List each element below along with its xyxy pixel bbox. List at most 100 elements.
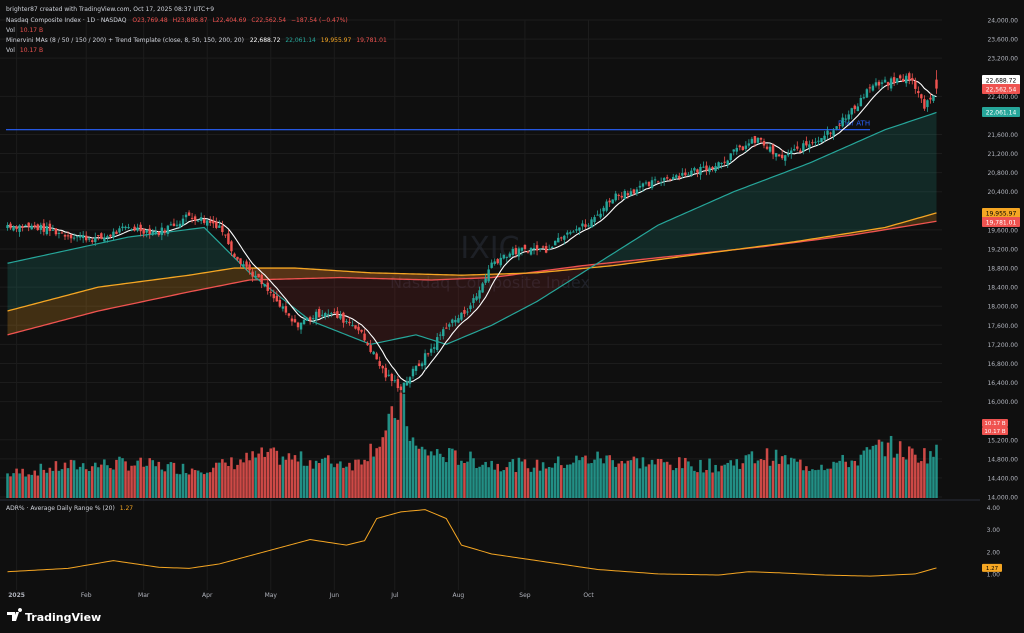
candle-body [572,231,575,233]
candle-body [245,261,248,267]
candle-body [81,235,85,239]
candle-body [490,262,493,268]
volume-bar [420,446,424,498]
volume-bar [853,460,857,498]
candle-body [91,240,94,242]
volume-bar [617,463,621,498]
candle-body [747,143,751,146]
candle-body [738,145,742,148]
volume-bar [181,463,185,498]
volume-bar [641,457,645,498]
candle-body [508,253,512,257]
candle-body [914,80,917,89]
candle-body [544,246,548,253]
candle-body [463,309,466,314]
volume-bar [233,469,236,498]
candle-body [308,317,312,321]
volume-bar [175,473,179,498]
volume-bar [127,470,130,498]
candle-body [714,166,717,172]
volume-bar [84,469,88,498]
volume-bar [575,455,578,498]
candle-body [626,193,630,196]
volume-bar [789,457,793,498]
candle-body [908,73,911,81]
volume-bar [717,471,720,498]
candle-body [30,225,33,230]
volume-bar [157,461,161,498]
volume-bar [9,476,12,498]
candle-body [647,181,651,187]
volume-bar [780,456,784,498]
volume-bar [932,456,935,498]
candle-body [526,250,530,253]
volume-bar [106,465,109,498]
tradingview-logo[interactable]: TradingView [7,608,101,624]
candle-body [641,183,645,187]
candle-body [805,141,808,146]
volume-bar [671,470,675,498]
volume-bar [832,461,835,498]
volume-badge-label: 10.17 B [984,421,1005,427]
volume-bar [883,456,887,498]
volume-bar [154,466,158,498]
volume-bar [317,463,321,498]
candle-body [408,377,412,384]
candle-body [783,155,787,161]
volume-bar [466,461,469,498]
volume-bar [260,447,263,498]
ma150-200-fill [7,268,525,335]
volume-bar [124,461,127,498]
volume-bar [874,444,878,498]
price-tick-label: 22,400.00 [987,94,1018,101]
candle-body [445,327,448,329]
candle-body [254,275,257,278]
volume-bar [163,471,167,498]
volume-bar [563,467,566,498]
volume-bar [393,418,397,498]
volume-bar [326,455,330,498]
candle-body [281,306,285,309]
volume-bar [526,468,530,498]
volume-bar [768,465,772,498]
volume-bar [169,462,173,498]
volume-bar [87,471,91,498]
volume-bar [445,462,448,498]
candle-body [372,351,375,355]
candle-body [429,348,433,353]
price-badge [982,217,1020,227]
candle-body [732,149,735,152]
volume-bar [914,454,917,498]
candle-body [584,224,587,227]
candle-body [723,161,726,163]
candle-body [835,126,838,129]
candle-body [75,236,79,238]
candle-body [402,382,406,393]
volume-bar [590,463,593,498]
volume-bar [786,464,790,498]
candle-body [892,77,896,84]
candle-body [814,141,817,143]
candle-body [230,241,233,252]
volume-bar [796,461,799,498]
volume-bar [514,472,518,498]
volume-bar [765,448,769,498]
candle-body [820,137,823,143]
candle-body [796,146,799,149]
candle-body [926,100,929,108]
volume-bar [100,464,103,498]
time-axis-label: Jun [329,592,340,599]
volume-bar [275,450,279,498]
candle-body [717,162,720,169]
volume-bar [45,472,49,498]
volume-bar [48,467,52,498]
volume-bar [441,457,445,498]
candle-body [793,148,796,151]
volume-bar [139,457,142,498]
volume-bar [357,459,360,498]
candle-body [133,226,136,231]
volume-bar [405,426,409,498]
candle-body [605,201,608,211]
candle-body [487,269,490,282]
